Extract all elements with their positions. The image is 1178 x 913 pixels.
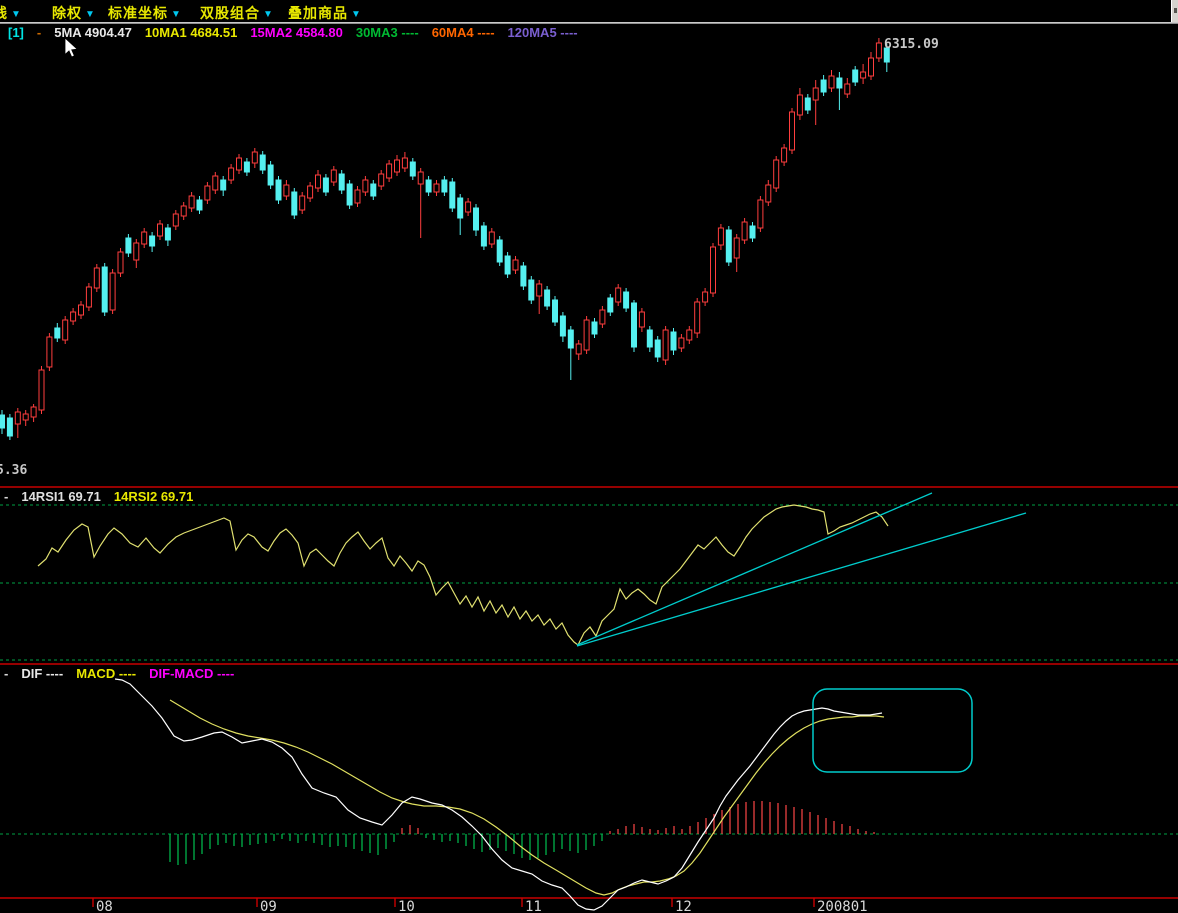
menu-item-双股组合[interactable]: 双股组合 ▼ [200,3,273,21]
annotation-box[interactable] [812,688,973,773]
rsi-legend-item-14RSI1: 14RSI1 69.71 [21,489,101,504]
macd-legend-item-MACD: MACD ---- [76,666,137,681]
menu-item-除权[interactable]: 除权 ▼ [52,3,95,21]
menu-item-标准坐标[interactable]: 标准坐标 ▼ [108,3,181,21]
menu-item-label: 叠加商品 [288,5,348,21]
ma-legend-item-120MA5: 120MA5 ---- [507,25,578,40]
dif-line [114,678,883,911]
rsi-legend-item-14RSI2: 14RSI2 69.71 [113,489,194,504]
ma-legend-item-10MA1: 10MA1 4684.51 [144,25,238,40]
x-axis-label: 10 [398,899,415,913]
macd-legend: - DIF ---- MACD ---- DIF-MACD ---- [4,666,260,681]
x-axis-label: 200801 [817,899,868,913]
menu-separator [0,22,1178,24]
x-axis-label: 09 [260,899,277,913]
menu-bar: 线▼除权▼标准坐标▼双股组合▼叠加商品▼ [0,0,1178,22]
menu-item-label: 双股组合 [200,5,260,21]
line-style-tick: - [4,489,9,504]
trendline-2[interactable] [576,512,1027,647]
ma-legend-item-15MA2: 15MA2 4584.80 [250,25,343,40]
macd-histogram [169,801,875,865]
panel-dividers [0,486,1178,899]
dropdown-arrow-icon: ▼ [11,9,21,20]
x-axis: 08 09 10 11 12 200801 [92,898,868,913]
rsi-line [37,504,889,646]
trendline-1[interactable] [576,492,933,646]
scrollbar-thumb[interactable] [1171,0,1178,22]
ma-legend: [1] -5MA 4904.47 10MA1 4684.51 15MA2 4584.8… [8,25,604,40]
mouse-cursor-icon [64,37,79,58]
line-style-tick: - [36,25,42,40]
dropdown-arrow-icon: ▼ [171,9,181,20]
macd-legend-item-DIF-MACD: DIF-MACD ---- [149,666,235,681]
ma-legend-item-5MA: 5MA 4904.47 [54,25,132,40]
x-axis-label: 08 [96,899,113,913]
dropdown-arrow-icon: ▼ [85,9,95,20]
scrollbar-mark-icon [1174,8,1177,13]
ma-legend-item-60MA4: 60MA4 ---- [431,25,495,40]
dropdown-arrow-icon: ▼ [351,9,361,20]
candlestick-series [0,38,890,440]
x-axis-label: 11 [525,899,542,913]
macd-line [169,699,885,896]
menu-item-叠加商品[interactable]: 叠加商品 ▼ [288,3,361,21]
menu-item-label: 标准坐标 [108,5,168,21]
peak-price-label: 6315.09 [884,37,939,52]
menu-item-label: 除权 [52,5,82,21]
macd-legend-item-DIF: DIF ---- [21,666,64,681]
ma-legend-item-30MA3: 30MA3 ---- [355,25,419,40]
rsi-legend: -14RSI1 69.71 14RSI2 69.71 [4,489,219,504]
low-price-label: 5.36 [0,463,28,478]
x-axis-label: 12 [675,899,692,913]
line-style-tick: - [4,666,9,681]
pane-indicator: [1] [8,25,24,40]
gridlines [0,504,1178,835]
dropdown-arrow-icon: ▼ [263,9,273,20]
menu-item-线[interactable]: 线▼ [0,3,21,21]
menu-item-label: 线 [0,5,8,21]
